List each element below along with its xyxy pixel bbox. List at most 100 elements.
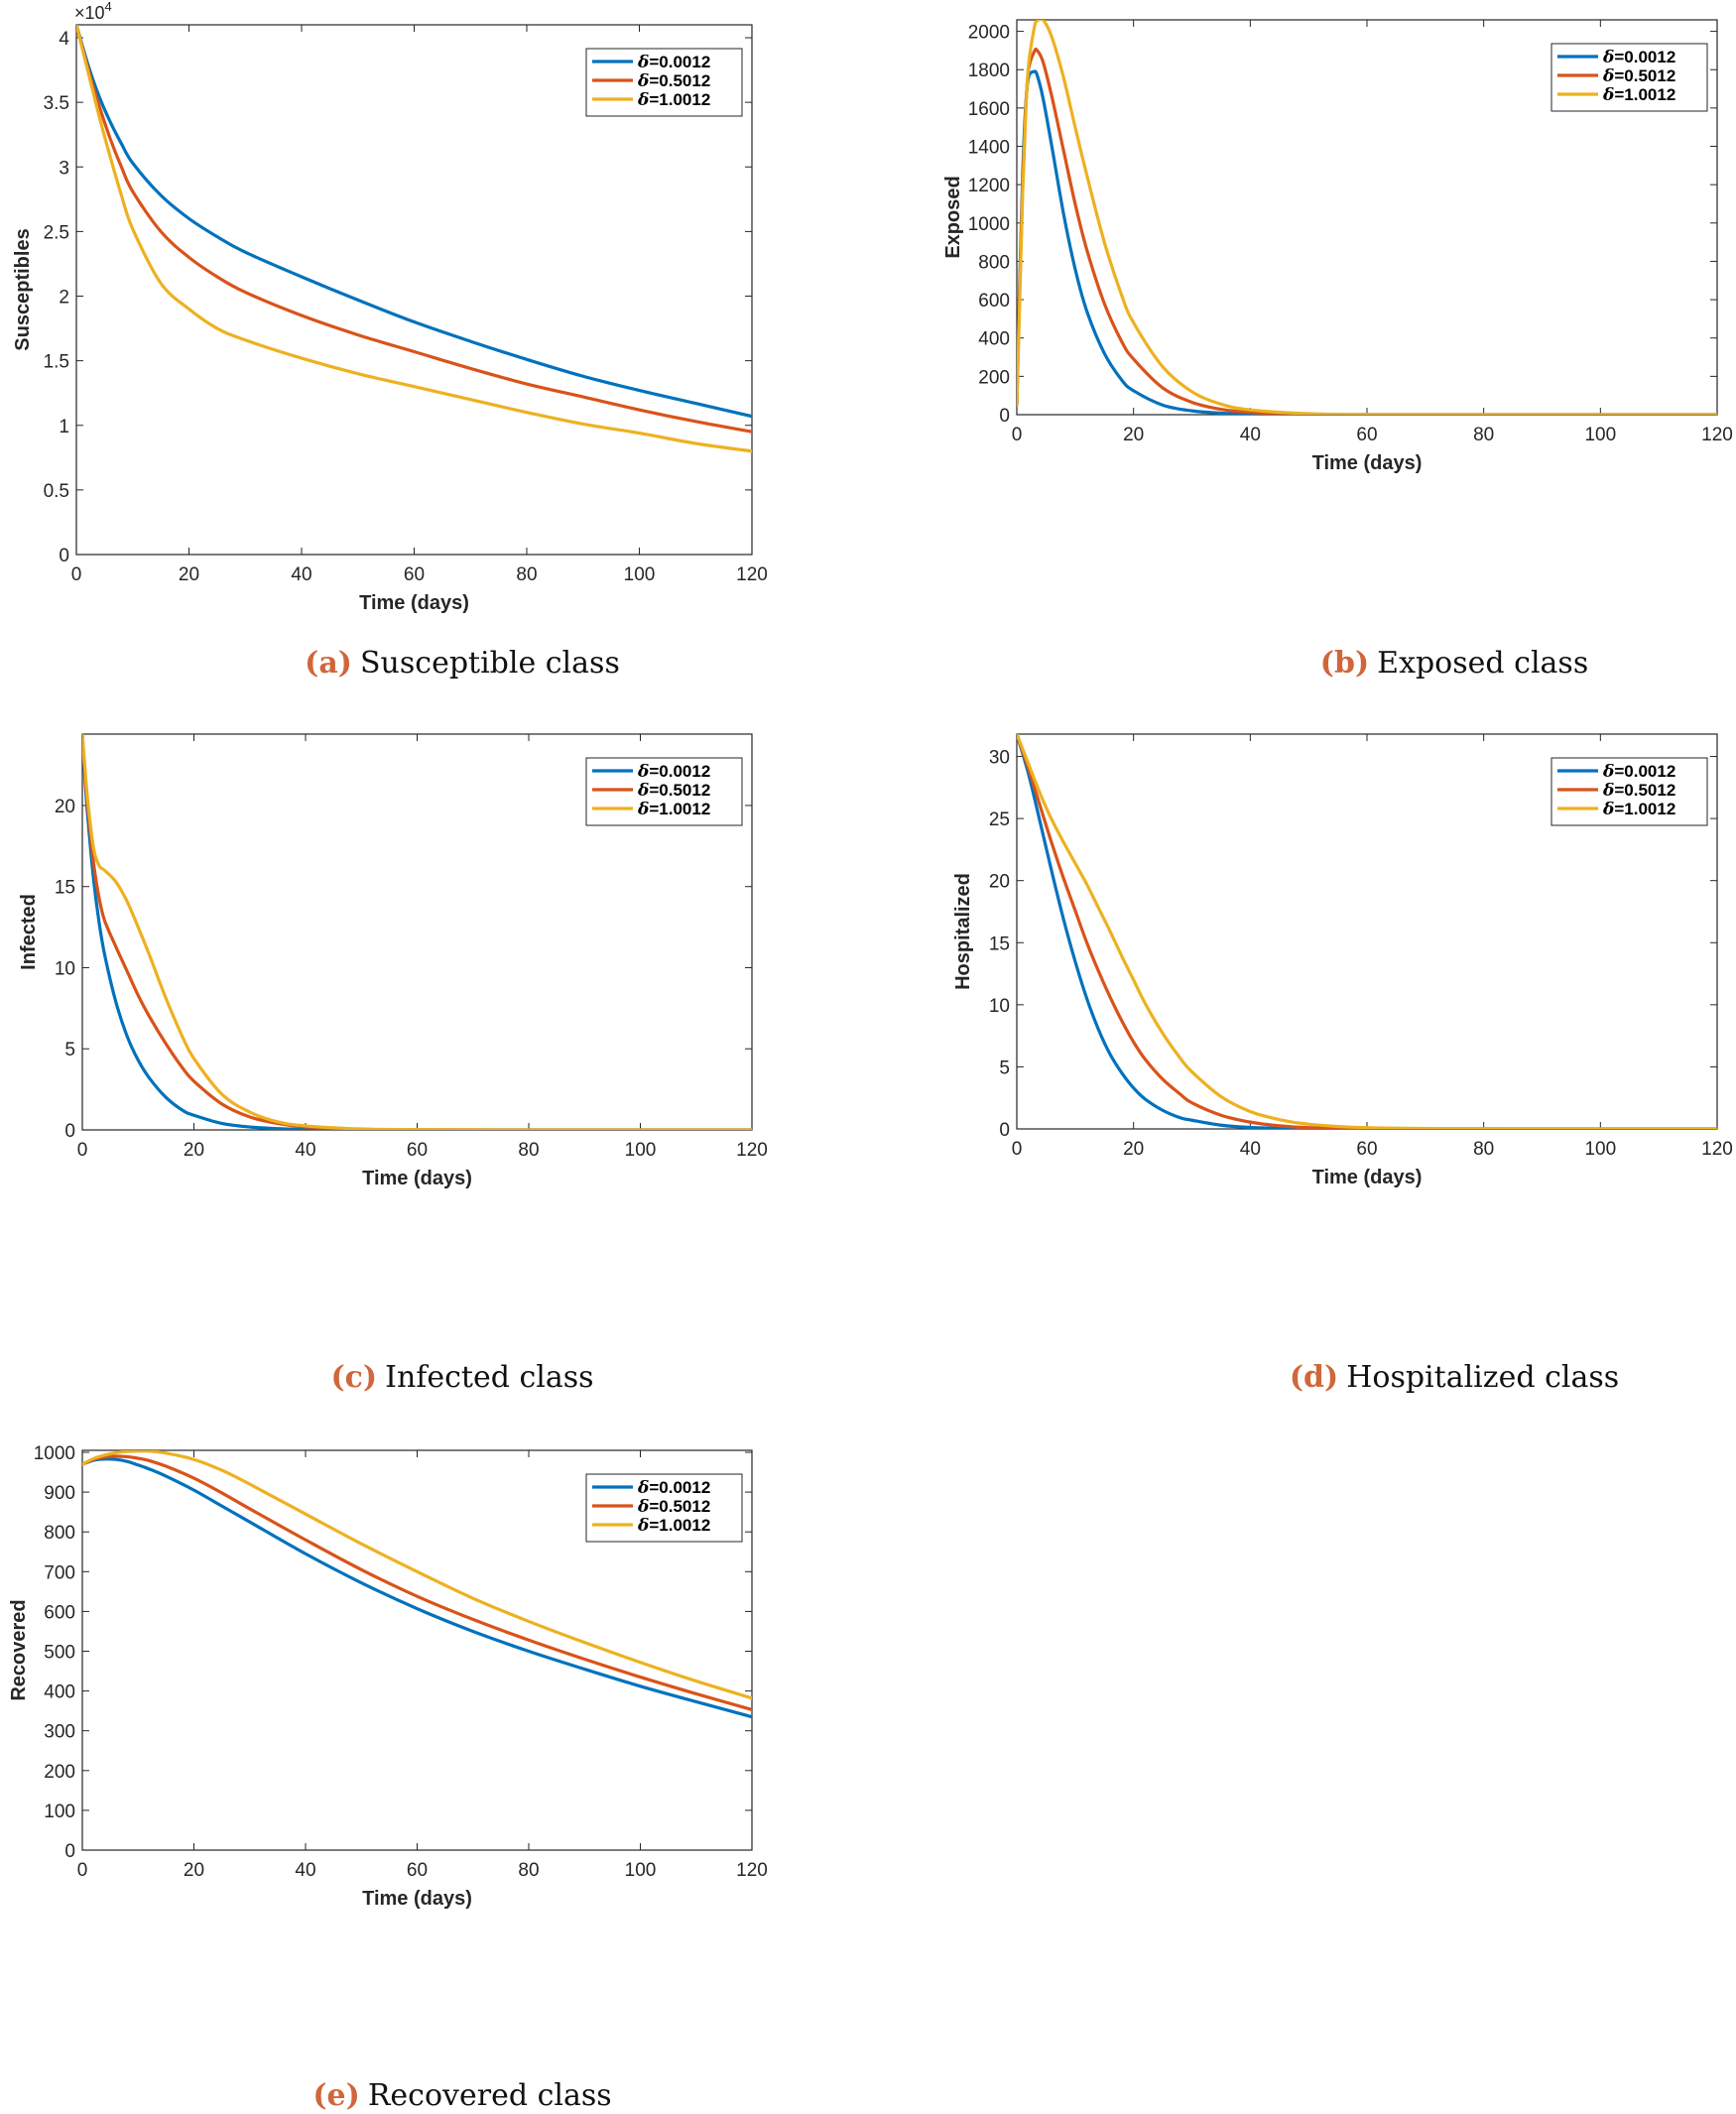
series-group [1017, 734, 1717, 1129]
y-tick-label: 100 [44, 1802, 75, 1822]
x-tick-label: 0 [1012, 425, 1023, 445]
y-tick-label: 30 [989, 748, 1010, 769]
legend-entry: δ=1.0012 [637, 1516, 710, 1536]
legend-entry: δ=0.0012 [637, 53, 710, 72]
y-axis-label: Recovered [8, 1599, 30, 1700]
series-line-2 [76, 25, 752, 434]
x-tick-label: 60 [407, 1140, 428, 1161]
y-tick-label: 1200 [968, 176, 1010, 196]
panel-d: 0 20 40 60 80 100 120 0 5 10 15 20 25 30 Time (days) Ho… [952, 714, 1736, 1409]
x-tick-label: 100 [1584, 425, 1616, 445]
x-tick-label: 100 [625, 1860, 657, 1881]
legend-entry: δ=0.0012 [1602, 762, 1675, 782]
y-tick-label: 0 [999, 406, 1010, 427]
series-line-1 [1017, 734, 1717, 1129]
y-tick-label: 4 [59, 29, 69, 50]
series-line-3 [1017, 734, 1717, 1129]
legend-entry: δ=0.0012 [637, 762, 710, 782]
caption-e-text: Recovered class [367, 2078, 612, 2113]
series-group [1017, 20, 1717, 415]
caption-a-label: (a) [305, 646, 352, 681]
chart-a: 0 20 40 60 80 100 120 0 0.5 1 1.5 2 2.5 3 3.5 4×104 Time… [12, 0, 768, 614]
caption-b-label: (b) [1319, 646, 1370, 681]
caption-a-text: Susceptible class [359, 646, 620, 681]
y-tick-label: 300 [44, 1722, 75, 1743]
series-line-1 [82, 1457, 752, 1719]
y-tick-label: 900 [44, 1483, 75, 1504]
y-tick-label: 10 [55, 958, 75, 979]
legend-box [1550, 43, 1708, 112]
caption-b: (b) Exposed class [1320, 646, 1588, 681]
y-axis-label: Infected [18, 894, 40, 970]
y-tick-label: 1400 [968, 138, 1010, 159]
x-tick-label: 120 [1701, 1139, 1733, 1160]
x-tick-label: 60 [1356, 425, 1377, 445]
x-tick-label: 100 [624, 564, 656, 585]
series-group [82, 734, 752, 1130]
y-tick-label: 2 [59, 288, 69, 309]
x-tick-label: 60 [407, 1860, 428, 1881]
caption-d: (d) Hospitalized class [1290, 1360, 1619, 1395]
x-tick-label: 60 [404, 564, 425, 585]
caption-e-label: (e) [312, 2078, 360, 2113]
legend-entry: δ=1.0012 [1602, 800, 1675, 819]
panel-c: 0 20 40 60 80 100 120 0 5 10 15 20 Time (days) Infect… [0, 714, 863, 1409]
legend-entry: δ=0.0012 [1602, 48, 1675, 67]
x-tick-label: 20 [179, 564, 199, 585]
x-tick-label: 20 [184, 1140, 204, 1161]
y-axis-label: Hospitalized [952, 873, 974, 990]
series-line-3 [82, 1450, 752, 1700]
x-tick-label: 100 [1584, 1139, 1616, 1160]
legend-entry: δ=0.5012 [1602, 66, 1675, 86]
y-tick-label: 200 [44, 1762, 75, 1783]
x-tick-label: 80 [1473, 1139, 1494, 1160]
series-group [82, 1450, 752, 1719]
x-tick-label: 40 [1240, 1139, 1261, 1160]
legend-box [1550, 757, 1708, 826]
y-tick-label: 0 [999, 1120, 1010, 1141]
series-line-1 [82, 734, 752, 1130]
legend-entry: δ=0.5012 [637, 1497, 710, 1517]
y-tick-label: 3 [59, 158, 69, 179]
x-tick-label: 80 [516, 564, 537, 585]
y-tick-label: 800 [44, 1523, 75, 1544]
panel-b: 0 20 40 60 80 100 120 0 200 400 600 800 1000 1200 1400… [942, 0, 1736, 694]
y-tick-label: 1600 [968, 99, 1010, 120]
x-axis-label: Time (days) [1312, 1167, 1423, 1188]
y-tick-label: 15 [55, 878, 75, 899]
x-tick-label: 0 [71, 564, 82, 585]
y-exponent-label: ×104 [74, 0, 112, 23]
x-tick-label: 80 [518, 1140, 539, 1161]
y-axis-label: Exposed [942, 176, 964, 258]
y-tick-label: 500 [44, 1643, 75, 1664]
y-tick-label: 1800 [968, 61, 1010, 81]
x-axis-label: Time (days) [362, 1888, 472, 1910]
caption-d-label: (d) [1289, 1360, 1339, 1395]
x-tick-label: 120 [1701, 425, 1733, 445]
legend-entry: δ=0.5012 [1602, 781, 1675, 801]
y-tick-label: 5 [64, 1040, 75, 1060]
legend-entry: δ=0.5012 [637, 71, 710, 91]
y-tick-label: 5 [999, 1057, 1010, 1078]
y-axis-label: Susceptibles [12, 228, 34, 350]
series-line-3 [82, 734, 752, 1130]
x-tick-label: 0 [1012, 1139, 1023, 1160]
series-line-3 [1017, 20, 1717, 415]
y-tick-label: 1.5 [44, 352, 69, 373]
x-tick-label: 120 [736, 564, 768, 585]
series-line-3 [76, 25, 752, 453]
y-tick-label: 1000 [34, 1443, 75, 1464]
caption-a: (a) Susceptible class [305, 646, 620, 681]
legend-entry: δ=1.0012 [637, 800, 710, 819]
series-line-1 [76, 25, 752, 419]
y-tick-label: 0 [64, 1121, 75, 1142]
chart-b: 0 20 40 60 80 100 1200200400600800100012001400… [942, 19, 1733, 474]
x-axis-label: Time (days) [362, 1168, 472, 1189]
x-tick-label: 20 [1123, 1139, 1144, 1160]
x-tick-label: 80 [518, 1860, 539, 1881]
x-tick-label: 80 [1473, 425, 1494, 445]
